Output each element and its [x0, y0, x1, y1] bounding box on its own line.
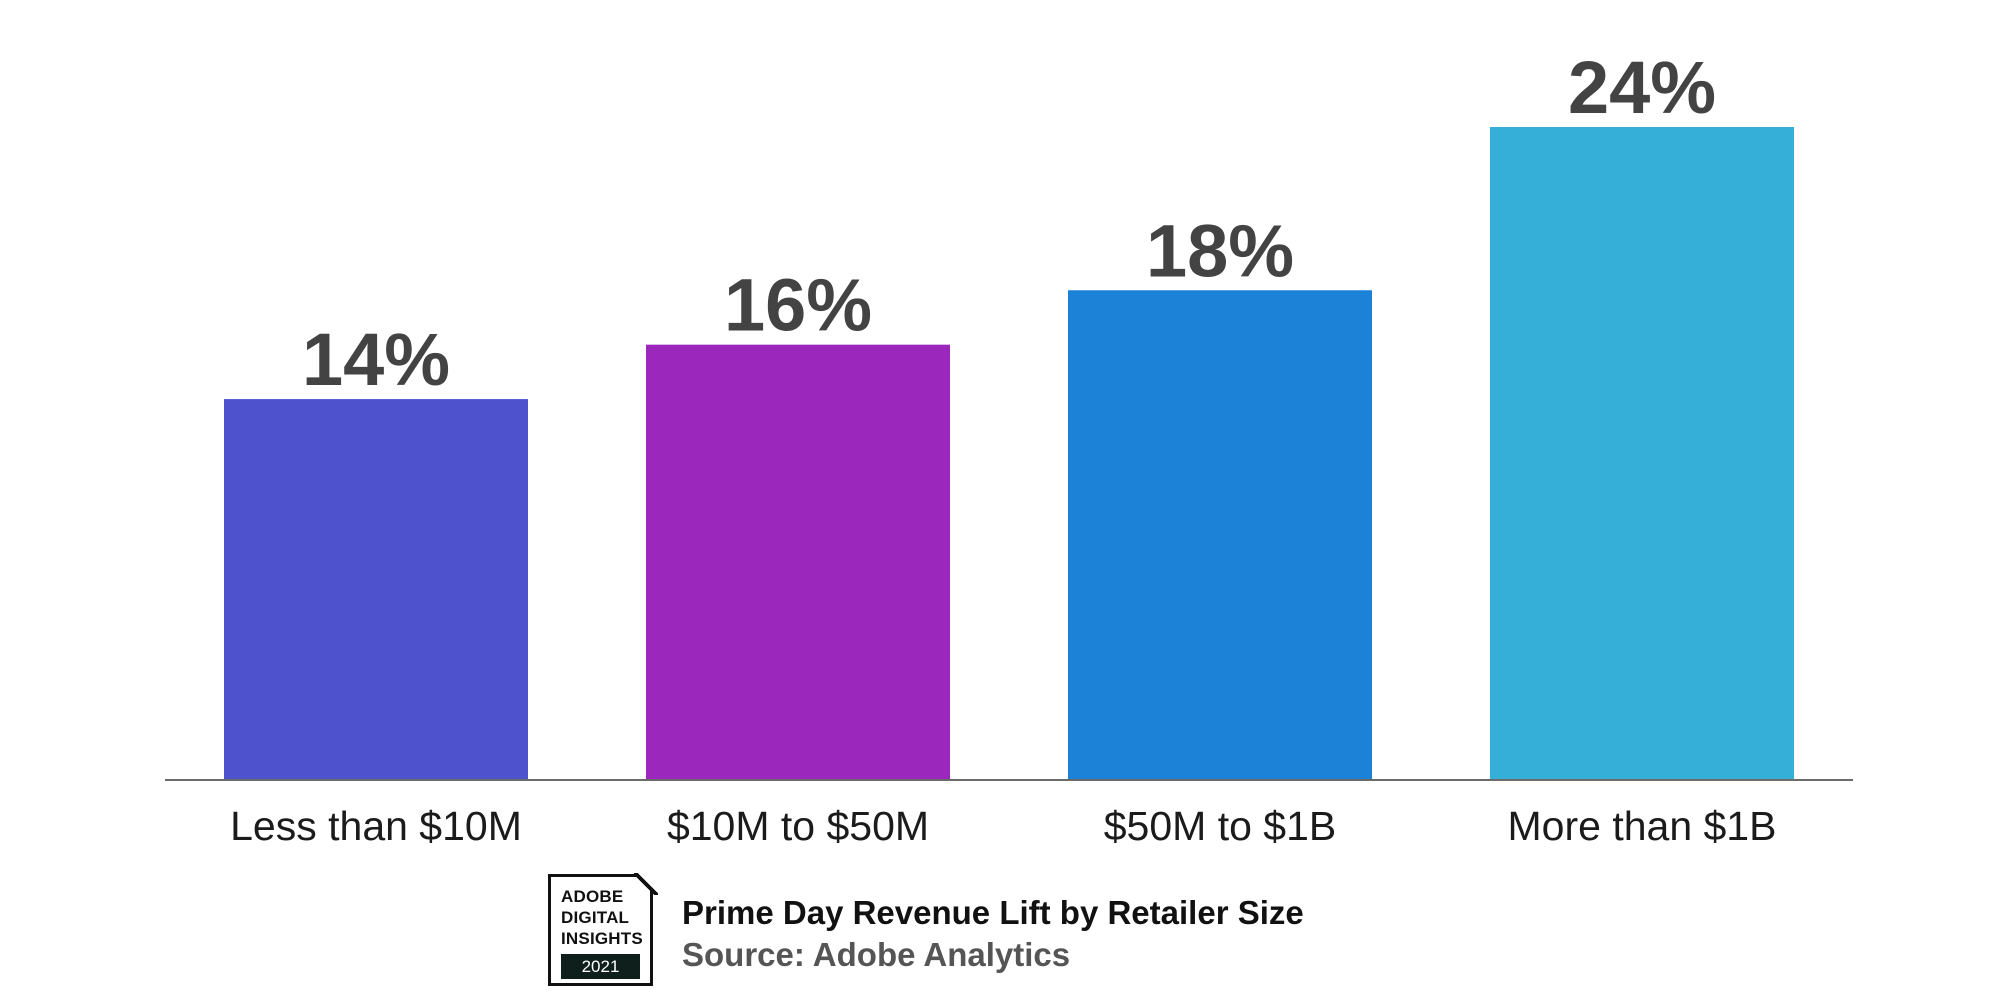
category-label-2: $10M to $50M: [667, 803, 929, 849]
chart-title: Prime Day Revenue Lift by Retailer Size: [682, 894, 1304, 931]
category-labels-group: Less than $10M $10M to $50M $50M to $1B Mor…: [230, 803, 1776, 849]
category-label-3: $50M to $1B: [1104, 803, 1337, 849]
badge-line-3: INSIGHTS: [561, 929, 643, 948]
badge-line-2: DIGITAL: [561, 908, 630, 927]
badge-text: ADOBE DIGITAL INSIGHTS: [561, 886, 643, 949]
bar-value-label-4: 24%: [1568, 46, 1716, 129]
badge-folded-corner: [634, 873, 658, 895]
chart-source: Source: Adobe Analytics: [682, 936, 1071, 973]
bars-group: [224, 127, 1794, 780]
value-labels-group: 14% 16% 18% 24%: [302, 46, 1716, 401]
bar-value-label-2: 16%: [724, 264, 872, 347]
chart-caption: Prime Day Revenue Lift by Retailer Size …: [682, 892, 1304, 976]
badge-year: 2021: [561, 954, 640, 979]
bar-3: [1068, 290, 1372, 780]
adobe-digital-insights-badge: ADOBE DIGITAL INSIGHTS 2021: [548, 874, 653, 986]
bar-value-label-1: 14%: [302, 318, 450, 401]
category-label-4: More than $1B: [1508, 803, 1777, 849]
category-label-1: Less than $10M: [230, 803, 522, 849]
bar-1: [224, 399, 528, 780]
bar-value-label-3: 18%: [1146, 209, 1294, 292]
badge-line-1: ADOBE: [561, 887, 624, 906]
bar-2: [646, 344, 950, 780]
bar-4: [1490, 127, 1794, 780]
